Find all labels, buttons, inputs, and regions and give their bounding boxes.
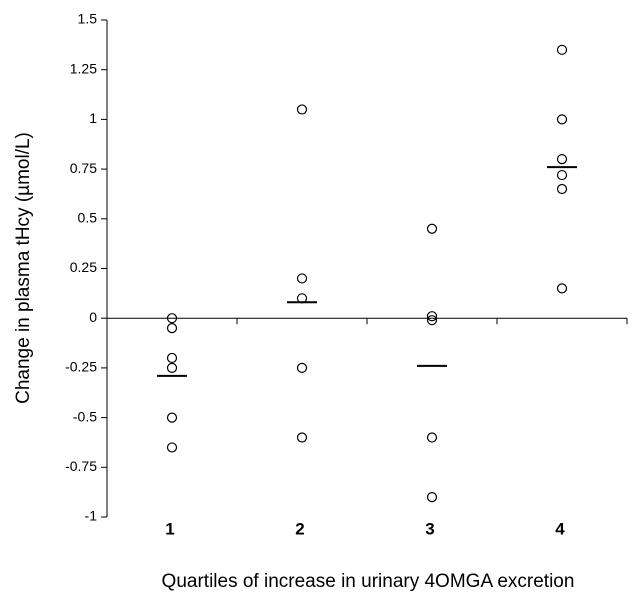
- y-tick-label: -0.5: [73, 408, 97, 424]
- y-tick-label: -1: [85, 508, 98, 524]
- y-tick-label: 1.25: [70, 60, 97, 76]
- data-point: [296, 362, 308, 373]
- data-point: [166, 323, 178, 334]
- data-point: [426, 492, 438, 503]
- x-tick-label: 3: [425, 519, 434, 538]
- data-point: [166, 352, 178, 364]
- data-point: [426, 223, 438, 234]
- data-point: [166, 313, 178, 324]
- data-point: [296, 104, 308, 115]
- data-point: [556, 283, 568, 294]
- data-point: [556, 114, 568, 125]
- y-axis-label: Change in plasma tHcy (µmol/L): [13, 132, 34, 404]
- y-tick-label: -0.75: [65, 458, 97, 474]
- y-tick-label: 0: [89, 309, 97, 325]
- y-tick-label: 0.25: [70, 259, 97, 275]
- y-tick-label: -0.25: [65, 359, 97, 375]
- data-point: [556, 169, 568, 181]
- data-point: [296, 273, 308, 284]
- data-point: [426, 315, 438, 326]
- x-axis-label: Quartiles of increase in urinary 4OMGA e…: [162, 571, 575, 592]
- y-tick-label: 0.5: [78, 210, 98, 226]
- data-point: [556, 44, 568, 55]
- x-tick-label: 2: [295, 519, 304, 538]
- data-point: [166, 442, 178, 453]
- data-point: [426, 311, 438, 322]
- data-point: [426, 432, 438, 443]
- data-point: [166, 412, 178, 423]
- data-point: [166, 362, 178, 373]
- x-tick-label: 4: [555, 519, 565, 538]
- x-tick-label: 1: [165, 519, 174, 538]
- data-point: [556, 183, 568, 195]
- data-point: [296, 432, 308, 443]
- data-point: [556, 154, 568, 165]
- y-tick-label: 0.75: [70, 160, 97, 176]
- y-tick-label: 1: [89, 110, 97, 126]
- y-tick-label: 1.5: [78, 11, 98, 27]
